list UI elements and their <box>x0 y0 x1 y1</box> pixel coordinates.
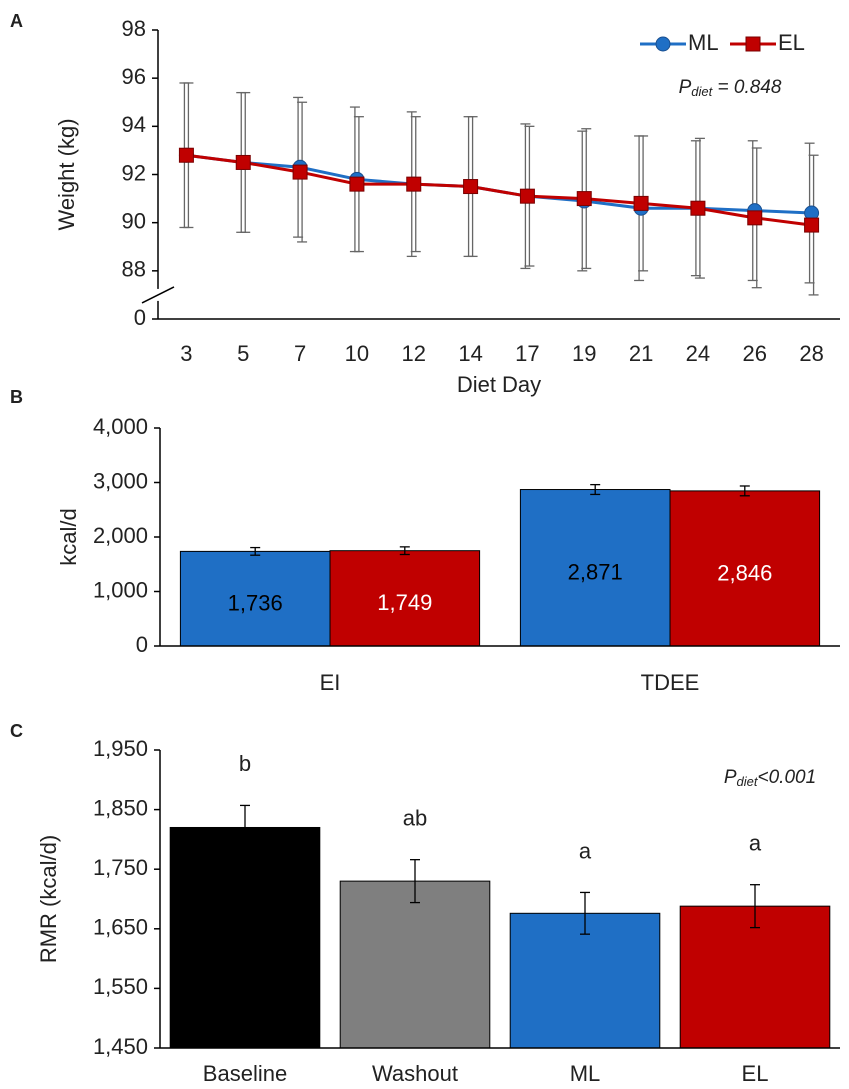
legend-label: EL <box>778 30 805 55</box>
legend-label: ML <box>688 30 719 55</box>
y-tick-label: 0 <box>134 305 146 330</box>
legend-marker <box>745 36 761 52</box>
significance-letter: a <box>749 831 762 856</box>
y-tick-label: 1,550 <box>93 974 148 999</box>
value-label: 2,871 <box>568 560 623 585</box>
x-tick-label: TDEE <box>641 670 700 695</box>
y-tick-label: 92 <box>122 160 146 185</box>
bar <box>169 826 321 1049</box>
significance-letter: a <box>579 838 592 863</box>
marker <box>349 176 365 192</box>
annotation-subscript: diet <box>737 774 759 789</box>
marker <box>519 188 535 204</box>
y-tick-label: 1,750 <box>93 855 148 880</box>
annotation-symbol: P <box>724 767 737 788</box>
significance-letter: ab <box>403 805 427 830</box>
y-tick-label: 3,000 <box>93 468 148 493</box>
x-tick-label: Baseline <box>203 1061 287 1086</box>
x-tick-label: 26 <box>743 341 767 366</box>
annotation-symbol: P <box>679 77 692 98</box>
x-tick-label: 14 <box>458 341 482 366</box>
value-label: 1,749 <box>377 590 432 615</box>
x-tick-label: 12 <box>402 341 426 366</box>
marker <box>804 217 820 233</box>
marker <box>292 164 308 180</box>
x-tick-label: 21 <box>629 341 653 366</box>
marker <box>178 147 194 163</box>
error-bar <box>399 546 410 556</box>
x-tick-label: ML <box>570 1061 601 1086</box>
y-tick-label: 2,000 <box>93 523 148 548</box>
bar <box>679 905 831 1049</box>
y-axis-label: RMR (kcal/d) <box>36 835 61 963</box>
x-axis-label: Diet Day <box>457 372 541 397</box>
x-tick-label: 7 <box>294 341 306 366</box>
x-tick-label: 10 <box>345 341 369 366</box>
error-bar <box>739 485 750 497</box>
x-tick-label: 5 <box>237 341 249 366</box>
y-axis-label: Weight (kg) <box>54 118 79 230</box>
axis-break <box>141 286 175 304</box>
marker <box>463 179 479 195</box>
y-tick-label: 88 <box>122 257 146 282</box>
y-tick-label: 98 <box>122 16 146 41</box>
y-tick-label: 1,650 <box>93 915 148 940</box>
marker <box>633 195 649 211</box>
y-tick-label: 90 <box>122 208 146 233</box>
annotation: Pdiet = 0.848 <box>679 77 782 99</box>
marker <box>576 191 592 207</box>
series-line <box>186 153 812 215</box>
panel-label: A <box>10 11 23 31</box>
error-bar <box>580 891 590 935</box>
x-tick-label: EL <box>742 1061 769 1086</box>
error-bar <box>250 546 261 556</box>
y-axis-label: kcal/d <box>56 508 81 565</box>
x-tick-label: EI <box>320 670 341 695</box>
annotation-text: <0.001 <box>758 767 817 788</box>
y-tick-label: 96 <box>122 64 146 89</box>
y-tick-label: 94 <box>122 112 146 137</box>
x-tick-label: 19 <box>572 341 596 366</box>
y-tick-label: 1,950 <box>93 736 148 761</box>
significance-letter: b <box>239 751 251 776</box>
value-label: 2,846 <box>717 560 772 585</box>
marker <box>406 176 422 192</box>
marker <box>690 200 706 216</box>
x-tick-label: 3 <box>180 341 192 366</box>
bar <box>339 880 491 1049</box>
y-tick-label: 1,450 <box>93 1034 148 1059</box>
x-tick-label: Washout <box>372 1061 458 1086</box>
annotation: Pdiet<0.001 <box>724 767 816 789</box>
panel-label: C <box>10 721 23 741</box>
y-tick-label: 1,850 <box>93 795 148 820</box>
y-tick-label: 0 <box>136 632 148 657</box>
marker <box>747 210 763 226</box>
annotation-subscript: diet <box>691 84 713 99</box>
series-line <box>186 153 812 227</box>
error-bar <box>750 884 760 929</box>
x-tick-label: 24 <box>686 341 710 366</box>
x-tick-label: 17 <box>515 341 539 366</box>
error-bar <box>590 483 601 496</box>
y-tick-label: 1,000 <box>93 577 148 602</box>
y-tick-label: 4,000 <box>93 414 148 439</box>
x-tick-label: 28 <box>799 341 823 366</box>
annotation-text: = 0.848 <box>712 77 782 98</box>
marker <box>235 154 251 170</box>
error-bar <box>240 804 250 851</box>
error-bar <box>410 859 420 904</box>
panel-label: B <box>10 387 23 407</box>
legend-marker <box>655 36 671 52</box>
value-label: 1,736 <box>228 591 283 616</box>
bar <box>179 550 331 647</box>
